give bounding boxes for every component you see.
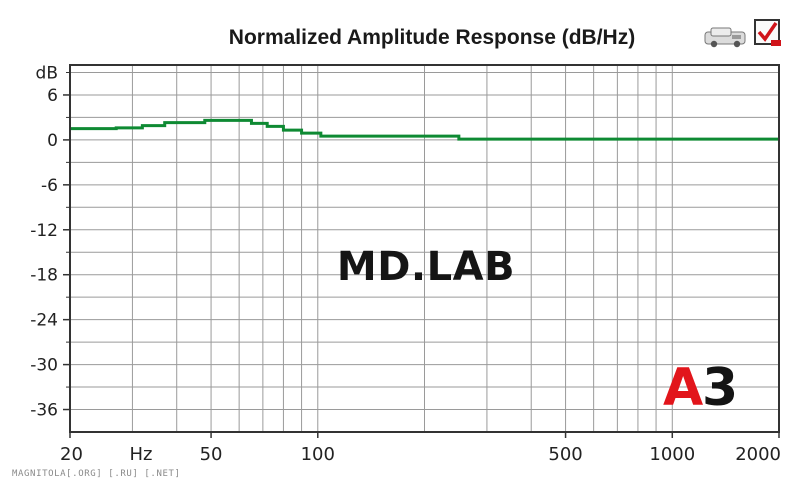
x-tick-label: 50 <box>200 444 223 465</box>
x-tick-label: 500 <box>548 444 582 465</box>
ticks: 6 0 -6 -12 -18 -24 -30 -36 20 50 100 500 1000 2000 <box>30 71 781 465</box>
y-tick-label: -12 <box>30 221 58 241</box>
series-layer <box>70 118 779 141</box>
y-tick-label: -30 <box>30 356 58 376</box>
plot-frame <box>69 64 780 433</box>
y-tick-label: 0 <box>47 131 58 151</box>
x-axis-label: Hz <box>130 444 153 465</box>
y-tick-label: -36 <box>30 401 58 421</box>
checkbox-logo-icon <box>754 19 781 46</box>
badge-digit: 3 <box>702 358 738 418</box>
y-axis-label: dB <box>36 63 58 83</box>
y-tick-label: 6 <box>47 86 58 106</box>
chart-title: Normalized Amplitude Response (dB/Hz) <box>229 26 635 49</box>
x-tick-label: 1000 <box>649 444 695 465</box>
x-tick-label: 100 <box>301 444 335 465</box>
y-tick-label: -24 <box>30 311 58 331</box>
x-tick-label: 2000 <box>735 444 781 465</box>
x-tick-label: 20 <box>60 444 83 465</box>
badge-letter: A <box>663 358 703 418</box>
y-tick-label: -18 <box>30 266 58 286</box>
car-audio-icon <box>704 27 746 48</box>
site-credit: MAGNITOLA[.ORG] [.RU] [.NET] <box>12 469 181 479</box>
y-tick-label: -6 <box>41 176 58 196</box>
response-series-line <box>70 118 779 141</box>
grid <box>70 65 779 432</box>
watermark: MD.LAB <box>337 244 515 290</box>
a3-badge: A 3 <box>663 358 738 418</box>
